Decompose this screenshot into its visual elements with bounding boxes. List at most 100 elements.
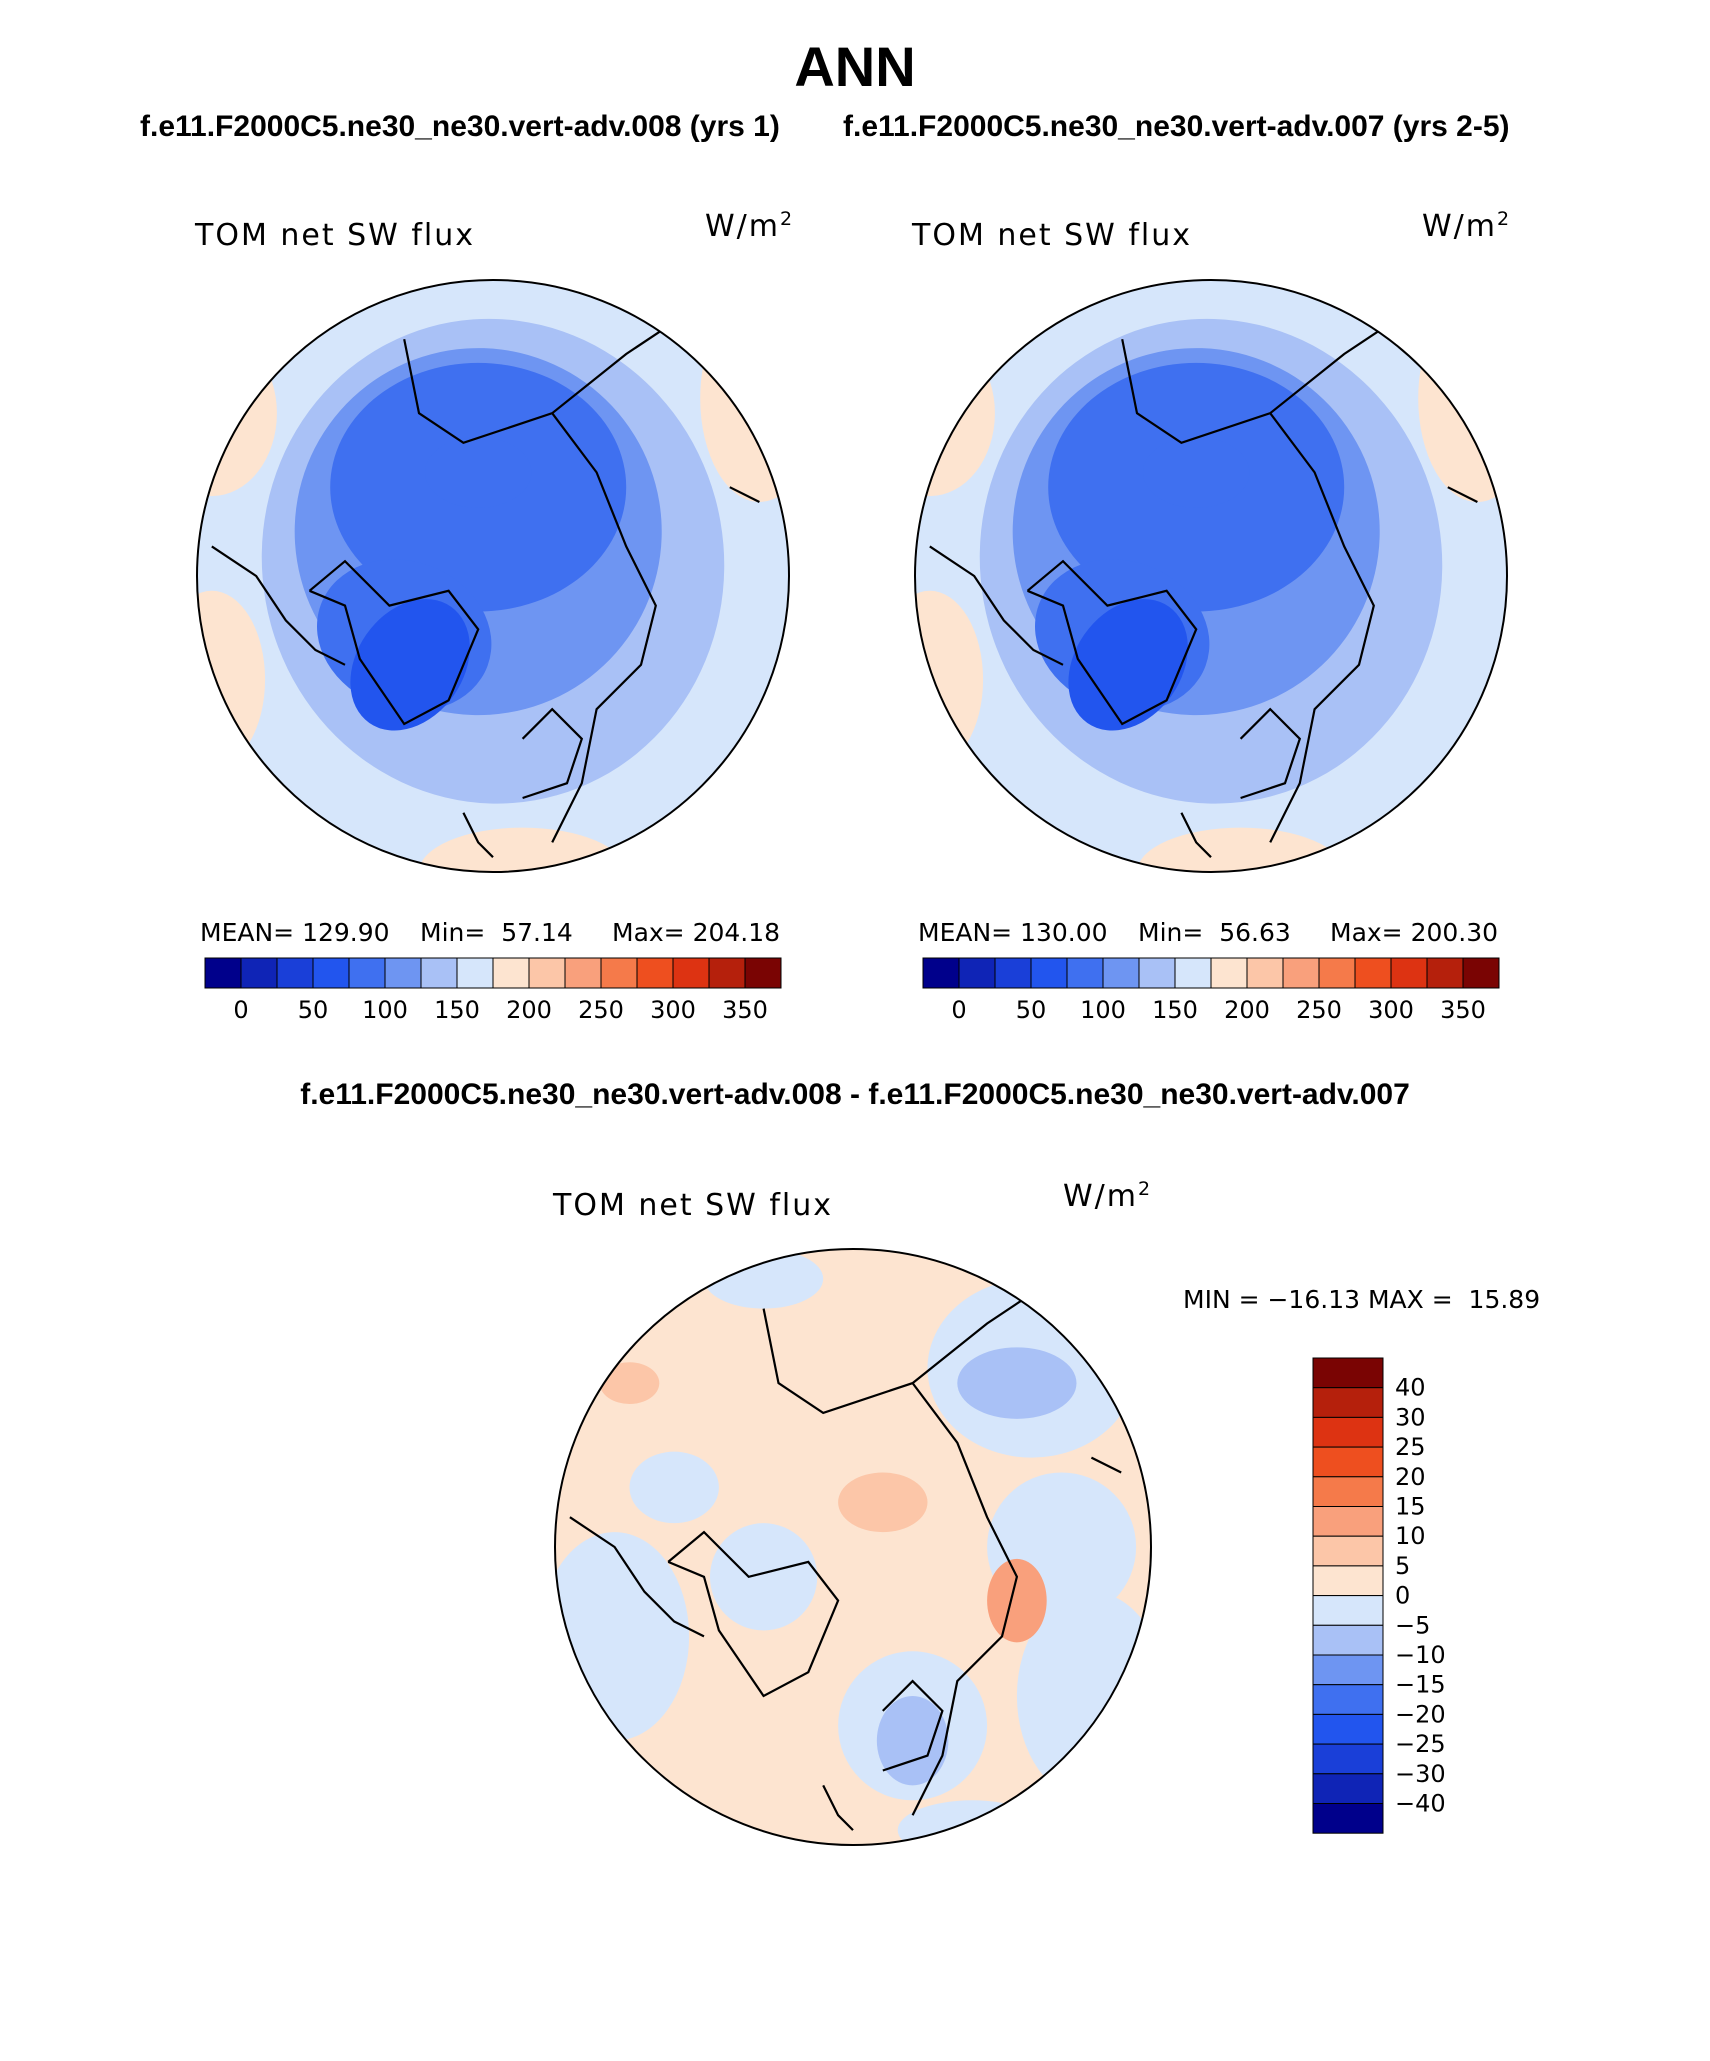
colorbar-case1-swatch: [744, 957, 782, 989]
colorbar-case2-swatch: [922, 957, 960, 989]
colorbar-case2-swatch: [1174, 957, 1212, 989]
colorbar-diff-swatch: [1312, 1476, 1384, 1508]
colorbar-case2-tick-label: 250: [1296, 996, 1342, 1024]
panel1-mean: MEAN= 129.90: [200, 918, 390, 947]
field-region-warm: [700, 294, 789, 502]
colorbar-case1-tick-label: 0: [233, 996, 248, 1024]
colorbar-case1-tick-label: 300: [650, 996, 696, 1024]
colorbar-case2: 0 50 100 150 200 250 300 350: [922, 957, 1500, 1024]
colorbar-case1-tick-label: 150: [434, 996, 480, 1024]
colorbar-diff-tick-label: 5: [1395, 1552, 1410, 1580]
panel1-label: TOM net SW flux: [195, 218, 476, 253]
colorbar-case2-tick-label: 200: [1224, 996, 1270, 1024]
colorbar-diff-swatch: [1312, 1506, 1384, 1537]
colorbar-case2-swatch: [1318, 957, 1356, 989]
colorbar-diff-swatch: [1312, 1446, 1384, 1478]
panel1-min: Min= 57.14: [420, 918, 573, 947]
colorbar-diff-swatch: [1312, 1387, 1384, 1418]
colorbar-case2-swatch: [1354, 957, 1392, 989]
colorbar-diff-swatch: [1312, 1803, 1384, 1834]
coastline: [1180, 812, 1212, 858]
coastline: [667, 1530, 840, 1698]
colorbar-case1-swatch: [672, 957, 710, 989]
colorbar-case1-swatch: [636, 957, 674, 989]
colorbar-case2-swatch: [1102, 957, 1140, 989]
map-border: [554, 1248, 1152, 1846]
diff-title: f.e11.F2000C5.ne30_ne30.vert-adv.008 - f…: [300, 1078, 1410, 1111]
panel3-label: TOM net SW flux: [553, 1188, 834, 1223]
page-title: ANN: [794, 35, 916, 98]
colorbar-diff-tick-label: −25: [1395, 1730, 1446, 1758]
colorbar-case1: 0 50 100 150 200 250 300 350: [204, 957, 782, 1024]
colorbar-diff-tick-label: 40: [1395, 1374, 1426, 1402]
colorbar-diff-swatch: [1312, 1743, 1384, 1775]
colorbar-diff-swatch: [1312, 1595, 1384, 1626]
colorbar-case2-tick-label: 300: [1368, 996, 1414, 1024]
colorbar-case1-tick-label: 100: [362, 996, 408, 1024]
colorbar-diff-tick-label: 25: [1395, 1433, 1426, 1461]
colorbar-diff-swatch: [1312, 1416, 1384, 1448]
colorbar-diff-tick-label: 15: [1395, 1493, 1426, 1521]
coastline: [551, 412, 657, 843]
field-region: [987, 1558, 1047, 1643]
panel2-mean: MEAN= 130.00: [918, 918, 1108, 947]
field-region: [876, 1696, 949, 1786]
coastline: [521, 707, 584, 800]
coastline: [929, 545, 1064, 666]
field-region-greenland: [1068, 599, 1188, 731]
colorbar-case1-swatch: [276, 957, 314, 989]
colorbar-case2-tick-label: 100: [1080, 996, 1126, 1024]
colorbar-case1-swatch: [564, 957, 602, 989]
panel1-max: Max= 204.18: [612, 918, 781, 947]
colorbar-diff-tick-label: −30: [1395, 1760, 1446, 1788]
colorbar-case2-tick-label: 350: [1440, 996, 1486, 1024]
coastline: [1121, 323, 1390, 445]
colorbar-diff-swatch: [1312, 1773, 1384, 1804]
colorbar-case2-swatch: [1210, 957, 1248, 989]
coastline: [729, 486, 760, 503]
colorbar-diff-tick-label: −10: [1395, 1641, 1446, 1669]
coastline: [211, 545, 346, 666]
field-region: [599, 1362, 660, 1404]
colorbar-case2-tick-label: 150: [1152, 996, 1198, 1024]
case-title-right: f.e11.F2000C5.ne30_ne30.vert-adv.007 (yr…: [843, 110, 1510, 143]
field-region-warm: [1137, 827, 1345, 872]
panel2-label: TOM net SW flux: [912, 218, 1193, 253]
colorbar-diff-swatch: [1312, 1654, 1384, 1686]
coastline: [403, 323, 672, 445]
coastline: [1269, 412, 1375, 843]
panel3-minmax: MIN = −16.13 MAX = 15.89: [1183, 1285, 1541, 1314]
colorbar-case1-swatch: [600, 957, 638, 989]
colorbar-case1-tick-label: 250: [578, 996, 624, 1024]
map-border: [914, 279, 1508, 873]
colorbar-diff-tick-label: 0: [1395, 1582, 1410, 1610]
colorbar-case1-swatch: [420, 957, 458, 989]
colorbar-case1-swatch: [348, 957, 386, 989]
colorbar-case1-swatch: [492, 957, 530, 989]
map-panel-diff: [554, 1248, 1152, 1846]
coastlines: [929, 323, 1478, 858]
field-region-warm: [915, 330, 995, 497]
coastlines: [211, 323, 760, 858]
colorbar-diff-tick-label: 10: [1395, 1522, 1426, 1550]
colorbar-case2-swatch: [1246, 957, 1284, 989]
colorbar-case2-swatch: [994, 957, 1032, 989]
field-region: [897, 1800, 1047, 1845]
colorbar-case1-tick-label: 50: [298, 996, 329, 1024]
panel2-units: W/m2: [1422, 208, 1510, 244]
colorbar-case2-swatch: [1426, 957, 1464, 989]
colorbar-case2-tick-label: 50: [1016, 996, 1047, 1024]
map-panel-case1: [196, 279, 790, 873]
colorbar-diff-tick-label: −20: [1395, 1700, 1446, 1728]
colorbar-case1-swatch: [528, 957, 566, 989]
field-region-warm: [915, 590, 984, 769]
colorbar-case2-swatch: [1066, 957, 1104, 989]
colorbar-diff-swatch: [1312, 1713, 1384, 1745]
colorbar-case1-swatch: [708, 957, 746, 989]
coastline: [1239, 707, 1302, 800]
field-region: [424, 436, 532, 508]
map-panel-case2: [914, 279, 1508, 873]
case-title-left: f.e11.F2000C5.ne30_ne30.vert-adv.008 (yr…: [140, 110, 780, 143]
panel2-min: Min= 56.63: [1138, 918, 1291, 947]
